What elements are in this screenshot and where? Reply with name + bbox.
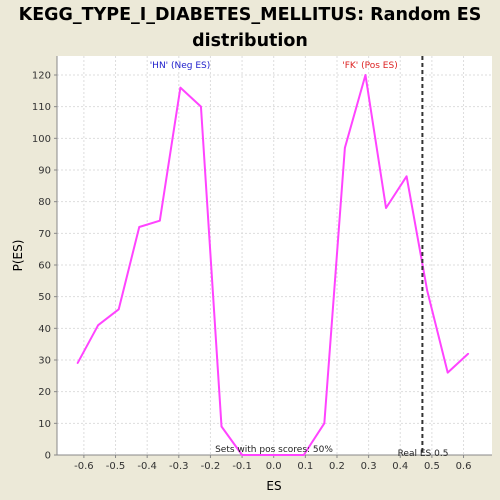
y-tick-label: 40	[38, 324, 51, 335]
pos-es-label: 'FK' (Pos ES)	[342, 61, 397, 71]
x-tick-label: 0.5	[424, 461, 440, 472]
y-tick-label: 70	[38, 229, 51, 240]
y-tick-label: 90	[38, 166, 51, 177]
x-tick-label: -0.3	[169, 461, 189, 472]
sets-pos-scores-label: Sets with pos scores: 50%	[215, 445, 333, 455]
x-tick-label: -0.2	[201, 461, 221, 472]
data-point	[406, 176, 408, 178]
data-point	[97, 324, 99, 326]
y-tick-label: 30	[38, 356, 51, 367]
x-tick-label: 0.1	[297, 461, 313, 472]
data-point	[77, 362, 79, 364]
data-point	[365, 74, 367, 76]
data-point	[138, 226, 140, 228]
plot-area	[57, 56, 492, 455]
data-point	[221, 426, 223, 428]
data-point	[385, 207, 387, 209]
y-tick-label: 20	[38, 387, 51, 398]
data-point	[344, 147, 346, 149]
data-point	[159, 220, 161, 222]
data-point	[426, 290, 428, 292]
y-tick-label: 80	[38, 197, 51, 208]
x-axis-label: ES	[266, 479, 281, 493]
data-point	[180, 87, 182, 89]
x-tick-label: -0.4	[137, 461, 157, 472]
data-point	[324, 423, 326, 425]
y-tick-label: 120	[32, 71, 51, 82]
data-point	[200, 106, 202, 108]
y-axis-label: P(ES)	[11, 240, 25, 272]
x-tick-label: 0.3	[361, 461, 377, 472]
x-tick-label: -0.1	[232, 461, 252, 472]
x-tick-label: 0.0	[266, 461, 282, 472]
data-point	[467, 353, 469, 355]
y-tick-label: 110	[32, 102, 51, 113]
neg-es-label: 'HN' (Neg ES)	[150, 61, 211, 71]
data-point	[447, 372, 449, 374]
y-tick-label: 100	[32, 134, 51, 145]
x-tick-label: 0.6	[456, 461, 472, 472]
data-point	[118, 309, 120, 311]
y-tick-label: 60	[38, 261, 51, 272]
y-tick-label: 50	[38, 292, 51, 303]
x-tick-label: -0.5	[106, 461, 126, 472]
y-tick-label: 10	[38, 419, 51, 430]
x-tick-label: 0.2	[329, 461, 345, 472]
x-tick-label: -0.6	[74, 461, 94, 472]
real-es-label: Real ES 0.5	[398, 449, 449, 459]
y-tick-label: 0	[45, 451, 51, 462]
x-tick-label: 0.4	[392, 461, 408, 472]
